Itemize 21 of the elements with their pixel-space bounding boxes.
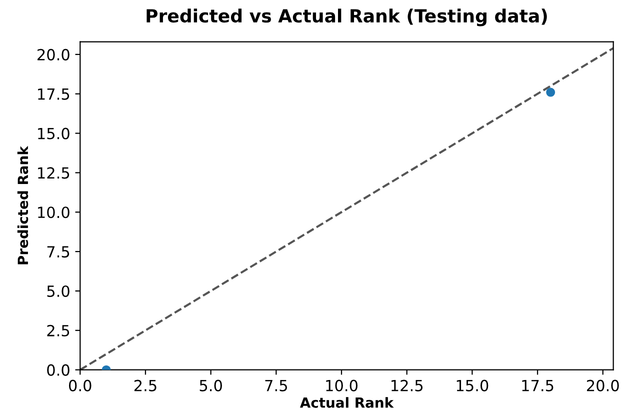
x-axis-title: Actual Rank bbox=[300, 397, 394, 408]
x-tick-label: 17.5 bbox=[522, 380, 554, 392]
y-axis-title: Predicted Rank bbox=[17, 146, 28, 264]
y-tick-label: 20.0 bbox=[38, 48, 70, 60]
y-tick-label: 7.5 bbox=[47, 246, 70, 258]
x-tick-label: 20.0 bbox=[586, 380, 619, 392]
x-tick-label: 12.5 bbox=[392, 380, 423, 392]
x-tick-label: 5.0 bbox=[200, 380, 222, 392]
y-tick-label: 17.5 bbox=[38, 88, 70, 100]
y-tick-label: 10.0 bbox=[38, 206, 70, 218]
x-tick-label: 2.5 bbox=[134, 380, 156, 392]
y-tick-label: 0.0 bbox=[47, 364, 70, 376]
y-tick-label: 5.0 bbox=[47, 285, 70, 297]
x-tick-label: 7.5 bbox=[265, 380, 287, 392]
y-tick-label: 15.0 bbox=[38, 128, 70, 140]
x-tick-label: 0.0 bbox=[68, 380, 92, 392]
x-tick-label: 10.0 bbox=[326, 380, 358, 392]
chart-title: Predicted vs Actual Rank (Testing data) bbox=[146, 8, 547, 26]
x-tick-label: 15.0 bbox=[456, 380, 488, 392]
y-tick-label: 12.5 bbox=[38, 167, 70, 179]
y-tick-label: 2.5 bbox=[47, 324, 70, 336]
